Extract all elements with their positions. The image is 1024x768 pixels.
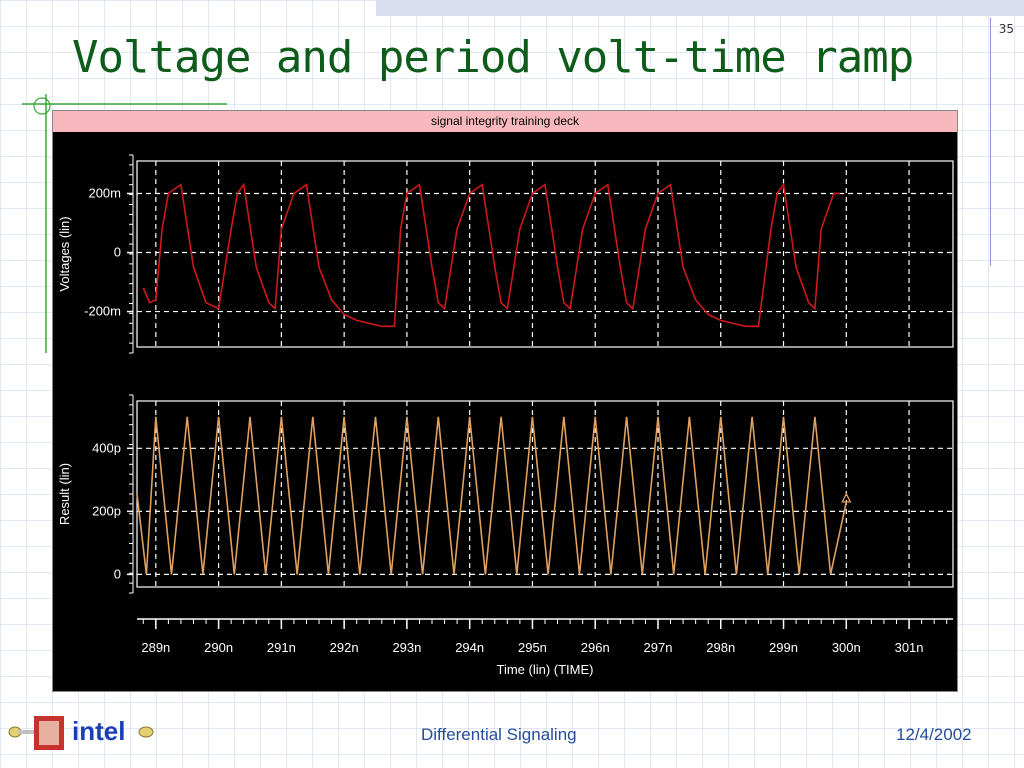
footer-date: 12/4/2002 bbox=[896, 725, 972, 744]
x-tick-label: 297n bbox=[644, 640, 673, 655]
simulation-plot-window: signal integrity training deck 200m 0 -200… bbox=[52, 110, 958, 692]
y-axis-label: Result (lin) bbox=[57, 463, 72, 525]
divider bbox=[990, 18, 991, 266]
panel-frame bbox=[136, 400, 954, 588]
x-tick-label: 300n bbox=[832, 640, 861, 655]
y-tick-label: 200m bbox=[88, 185, 121, 200]
x-tick-label: 292n bbox=[330, 640, 359, 655]
x-axis-label: Time (lin) (TIME) bbox=[496, 662, 593, 677]
x-tick-label: 291n bbox=[267, 640, 296, 655]
y-axis-label: Voltages (lin) bbox=[57, 216, 72, 291]
y-tick-label: 200p bbox=[92, 503, 121, 518]
footer-title: Differential Signaling bbox=[421, 725, 577, 744]
logo-text: intel bbox=[72, 716, 125, 746]
x-tick-label: 295n bbox=[518, 640, 547, 655]
x-tick-label: 294n bbox=[455, 640, 484, 655]
y-tick-label: 400p bbox=[92, 440, 121, 455]
x-tick-label: 290n bbox=[204, 640, 233, 655]
cursor-marker-icon bbox=[841, 492, 852, 503]
y-tick-label: -200m bbox=[84, 304, 121, 319]
x-tick-label: 301n bbox=[895, 640, 924, 655]
voltage-series-line bbox=[142, 182, 840, 328]
waveform-chart: 200m 0 -200m Voltages (lin) 400p 200p 0 Result … bbox=[57, 154, 954, 677]
panel-frame bbox=[136, 160, 954, 348]
x-tick-label: 289n bbox=[141, 640, 170, 655]
plot-window-title: signal integrity training deck bbox=[53, 111, 957, 132]
x-tick-label: 296n bbox=[581, 640, 610, 655]
x-tick-label: 299n bbox=[769, 640, 798, 655]
y-tick-label: 0 bbox=[114, 245, 121, 260]
page-number: 35 bbox=[998, 22, 1014, 36]
slide-title: Voltage and period volt-time ramp bbox=[72, 32, 914, 83]
result-series-line bbox=[136, 416, 848, 575]
decorative-crosshair bbox=[22, 94, 227, 353]
x-tick-label: 293n bbox=[392, 640, 421, 655]
y-tick-label: 0 bbox=[114, 566, 121, 581]
header-band bbox=[376, 0, 1024, 16]
intel-logo: intel bbox=[8, 716, 154, 750]
x-tick-label: 298n bbox=[706, 640, 735, 655]
